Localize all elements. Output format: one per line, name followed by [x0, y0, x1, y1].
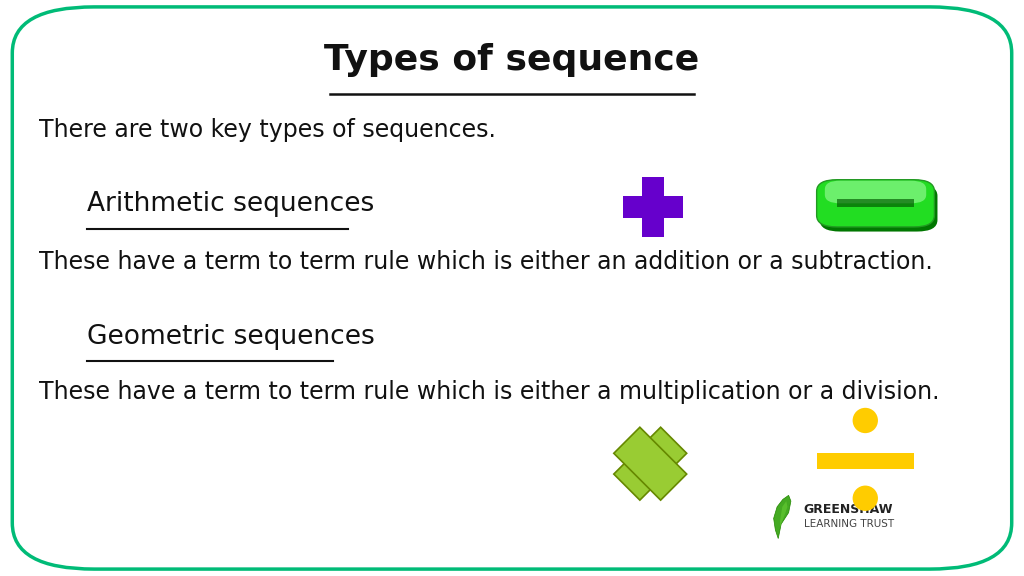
FancyBboxPatch shape: [12, 7, 1012, 569]
Text: These have a term to term rule which is either an addition or a subtraction.: These have a term to term rule which is …: [39, 250, 933, 274]
FancyBboxPatch shape: [642, 177, 665, 237]
Ellipse shape: [853, 408, 878, 433]
Text: LEARNING TRUST: LEARNING TRUST: [804, 519, 894, 529]
FancyBboxPatch shape: [624, 196, 683, 218]
Polygon shape: [613, 427, 687, 500]
Text: There are two key types of sequences.: There are two key types of sequences.: [39, 118, 496, 142]
FancyBboxPatch shape: [837, 199, 914, 207]
FancyBboxPatch shape: [819, 184, 938, 232]
FancyBboxPatch shape: [817, 180, 934, 227]
Polygon shape: [780, 501, 787, 527]
Text: GREENSHAW: GREENSHAW: [804, 503, 893, 516]
Ellipse shape: [853, 486, 878, 511]
Text: Types of sequence: Types of sequence: [325, 43, 699, 78]
Polygon shape: [774, 495, 791, 539]
Text: Geometric sequences: Geometric sequences: [87, 324, 375, 350]
Polygon shape: [613, 427, 687, 500]
Text: These have a term to term rule which is either a multiplication or a division.: These have a term to term rule which is …: [39, 380, 939, 404]
FancyBboxPatch shape: [825, 181, 926, 203]
FancyBboxPatch shape: [817, 453, 913, 469]
Text: Arithmetic sequences: Arithmetic sequences: [87, 191, 375, 218]
